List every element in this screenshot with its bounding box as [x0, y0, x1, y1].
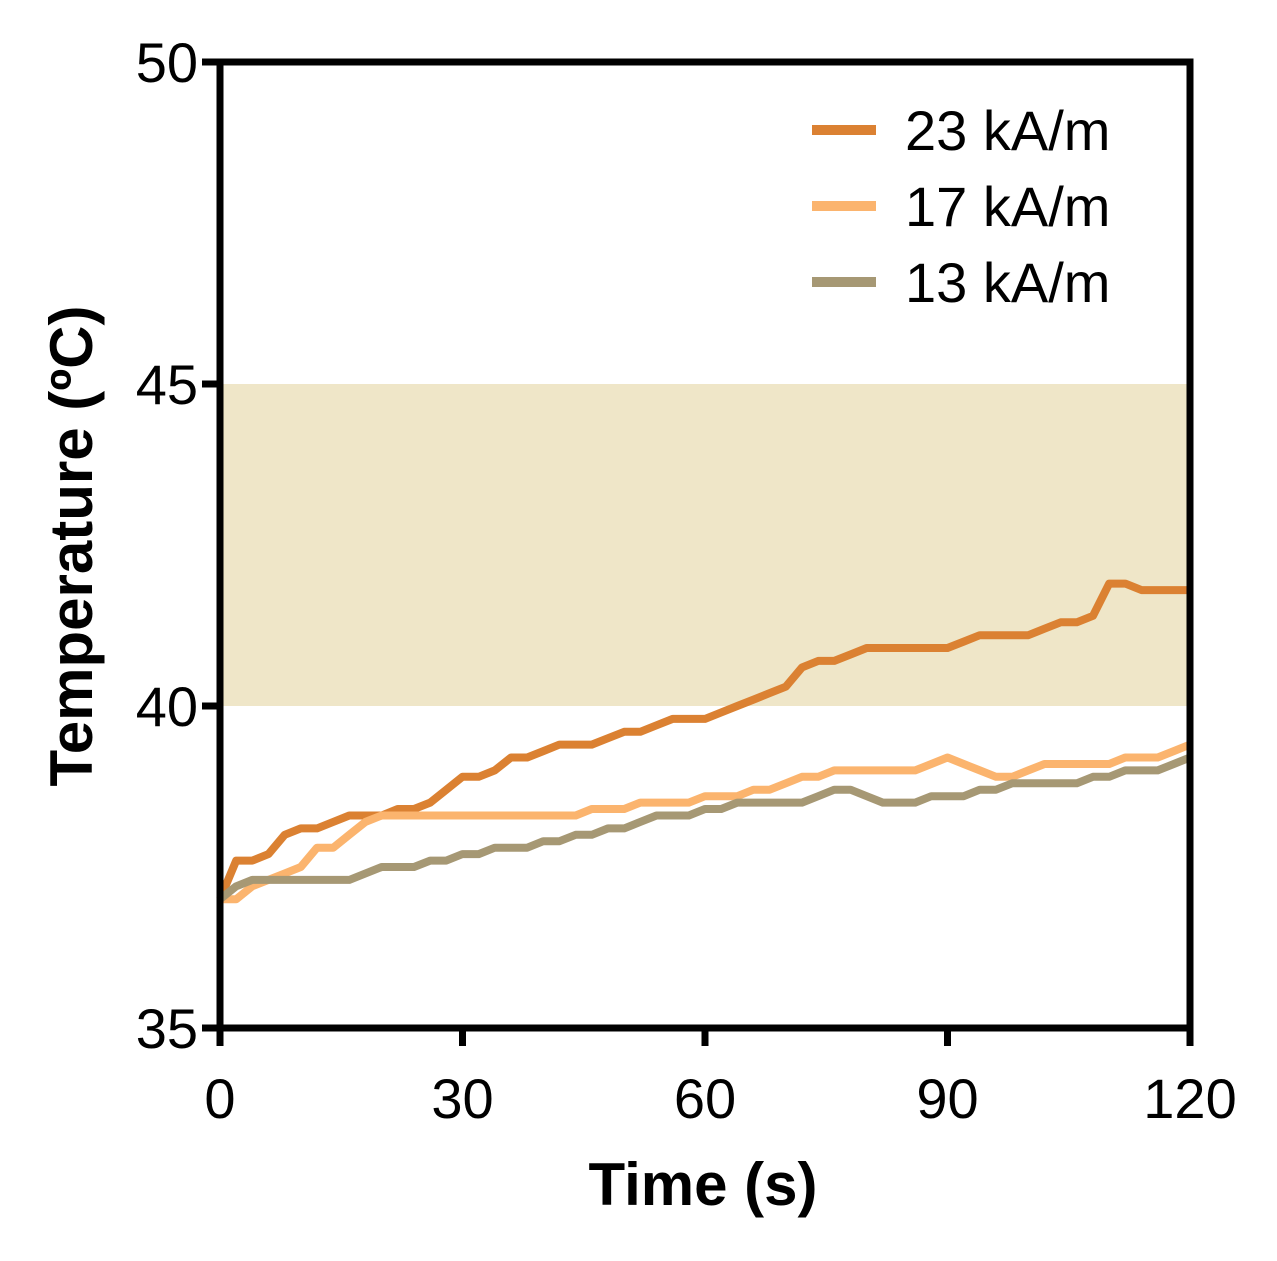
temperature-band [220, 384, 1190, 706]
legend: 23 kA/m 17 kA/m 13 kA/m [812, 99, 1110, 314]
y-tick-label: 35 [136, 997, 198, 1060]
y-tick-label: 45 [136, 353, 198, 416]
x-tick-label: 0 [204, 1067, 235, 1130]
x-tick-label: 60 [674, 1067, 736, 1130]
legend-label: 13 kA/m [905, 251, 1110, 314]
y-axis-title: Temperature (ºC) [38, 306, 105, 787]
x-axis-title: Time (s) [589, 1151, 818, 1218]
legend-label: 17 kA/m [905, 175, 1110, 238]
x-tick-label: 120 [1143, 1067, 1236, 1130]
y-tick-label: 50 [136, 31, 198, 94]
x-tick-label: 30 [431, 1067, 493, 1130]
shaded-band-layer [220, 384, 1190, 706]
series-line-3 [217, 753, 1192, 903]
series-layer [216, 579, 1192, 904]
tick-layer: 35 40 45 50 0 30 60 90 120 [136, 31, 1237, 1130]
x-tick-label: 90 [916, 1067, 978, 1130]
legend-label: 23 kA/m [905, 99, 1110, 162]
series-line-2 [220, 740, 1192, 904]
y-tick-label: 40 [136, 675, 198, 738]
